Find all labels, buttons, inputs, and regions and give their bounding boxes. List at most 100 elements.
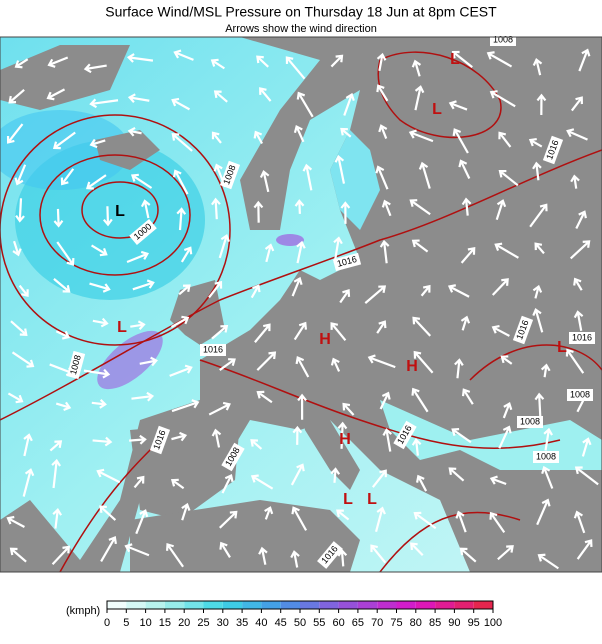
wind-arrow (566, 128, 588, 141)
wind-arrow (578, 48, 591, 72)
wind-arrow (302, 163, 313, 191)
wind-arrow (573, 277, 583, 291)
colorbar-tick-label: 70 (371, 617, 383, 629)
wind-arrow (339, 289, 351, 304)
wind-arrow (218, 233, 231, 259)
colorbar-tick-label: 65 (352, 617, 364, 629)
wind-arrow (497, 545, 514, 561)
isobar-label-box (219, 160, 241, 190)
wind-arrow (498, 169, 519, 187)
wind-arrow (83, 63, 107, 74)
wind-arrow (99, 505, 117, 521)
wind-arrow (12, 240, 22, 257)
wind-arrow (498, 131, 512, 148)
wind-arrow (56, 241, 75, 266)
wind-arrow (543, 427, 553, 451)
wind-arrow (491, 278, 509, 296)
wind-arrow (253, 130, 264, 145)
wind-arrow (135, 509, 149, 535)
isobar-label-box (517, 416, 543, 428)
wind-arrow (176, 207, 187, 231)
wind-arrow (461, 388, 474, 405)
colorbar-tick-label: 80 (410, 617, 422, 629)
isobar-label-box (567, 389, 593, 401)
wind-arrow (91, 244, 108, 257)
wind-arrow (210, 58, 225, 70)
wind-arrow (208, 401, 231, 416)
colorbar-tick-label: 5 (123, 617, 129, 629)
wind-arrow (254, 323, 271, 343)
wind-arrow (132, 279, 155, 291)
wind-arrow (565, 348, 585, 374)
isobar-label: 1008 (219, 160, 241, 190)
isobar-label-text: 1016 (572, 332, 592, 342)
colorbar-tick-label: 50 (294, 617, 306, 629)
wind-arrow (296, 240, 306, 264)
wind-arrow (376, 52, 387, 72)
isobar-label: 1016 (542, 135, 564, 165)
wind-arrow (532, 307, 544, 333)
wind-arrow (51, 545, 71, 566)
wind-arrow (376, 84, 389, 102)
wind-arrow (447, 284, 470, 298)
wind-arrow (502, 402, 513, 419)
colorbar-segment (473, 601, 493, 609)
isobar-label-box (317, 541, 343, 569)
wind-arrow (379, 391, 391, 410)
wind-arrow (130, 320, 146, 331)
wind-arrow (330, 357, 341, 372)
wind-arrow (89, 282, 111, 293)
wind-arrow (458, 159, 471, 179)
isobar-label: 1016 (569, 332, 595, 344)
wind-arrow (83, 368, 111, 379)
wind-arrow (211, 428, 222, 448)
wind-arrow (411, 59, 422, 77)
wind-arrow (91, 399, 107, 409)
wind-arrow (171, 97, 191, 111)
wind-arrow (489, 90, 516, 108)
isobar-label: 1008 (567, 389, 593, 401)
wind-arrow (89, 138, 106, 149)
wind-arrow (126, 53, 154, 63)
map-frame (0, 36, 602, 573)
wind-arrow (171, 431, 188, 442)
subtitle: Arrows show the wind direction (225, 23, 377, 35)
colorbar-segment (338, 601, 358, 609)
pressure-center: H (339, 431, 351, 448)
isobar-label: 1008 (533, 451, 559, 463)
colorbar-segment (145, 601, 165, 609)
wind-arrow (290, 463, 305, 486)
wind-arrow (409, 199, 431, 216)
isobar-label-text: 1008 (493, 34, 513, 44)
wind-arrow (411, 438, 422, 456)
isobar-label-text: 1008 (536, 451, 556, 461)
colorbar-segment (280, 601, 300, 609)
wind-arrow (532, 58, 543, 76)
wind-arrow (382, 428, 393, 452)
colorbar-segment (319, 601, 339, 609)
wind-arrow (290, 550, 300, 568)
wind-arrow (532, 284, 543, 299)
isobar-label-text: 1008 (570, 389, 590, 399)
colorbar-tick-label: 0 (104, 617, 110, 629)
wind-arrow (408, 129, 434, 143)
colorbar-segment (203, 601, 223, 609)
wind-arrow (532, 161, 542, 181)
colorbar-tick-label: 20 (178, 617, 190, 629)
wind-arrow (297, 393, 307, 420)
wind-arrow (170, 478, 185, 490)
wind-arrow (375, 165, 389, 190)
wind-arrow (330, 322, 347, 342)
wind-arrow (8, 88, 25, 104)
wind-arrows (6, 48, 599, 570)
colorbar-segment (377, 601, 397, 609)
wind-arrow (256, 55, 269, 68)
wind-arrow (573, 510, 586, 534)
wind-arrow (414, 85, 425, 111)
wind-arrow (573, 310, 584, 331)
isobar-label: 1016 (149, 425, 171, 455)
isobar-label-text: 1008 (520, 416, 540, 426)
wind-arrow (410, 542, 424, 557)
wind-arrow (52, 131, 76, 150)
wind-arrow (460, 247, 476, 264)
